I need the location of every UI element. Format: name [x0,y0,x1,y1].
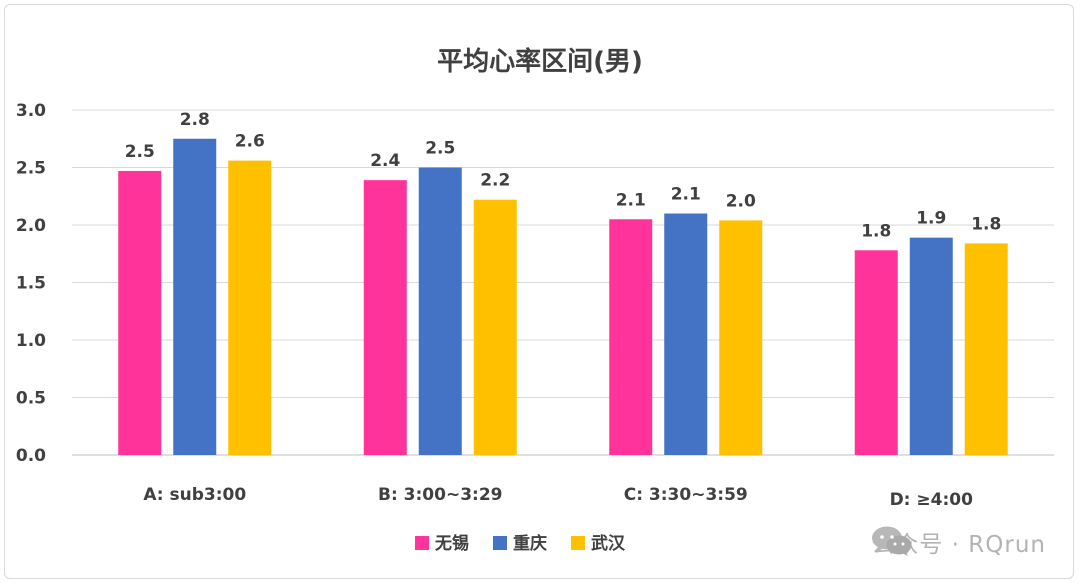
data-label: 2.1 [616,190,646,210]
data-label: 2.2 [480,171,510,191]
data-label: 2.5 [125,142,155,162]
data-label: 1.8 [971,214,1001,234]
data-label: 2.8 [180,110,210,130]
bar [664,213,708,455]
x-tick-label: A: sub3:00 [143,485,246,505]
legend-swatch [415,536,429,550]
x-tick-label: C: 3:30~3:59 [624,485,748,505]
legend-label: 武汉 [591,533,626,554]
bar [909,237,953,455]
bar [228,160,272,455]
x-tick-label: D: ≥4:00 [890,490,974,510]
chart-title: 平均心率区间(男) [437,46,643,77]
bar [609,219,653,455]
data-label: 2.5 [425,139,455,159]
bar [118,170,162,455]
wechat-icon [872,526,912,556]
y-tick-label: 2.5 [16,159,46,179]
legend-swatch [493,536,507,550]
y-tick-label: 1.5 [16,274,46,294]
bar [473,199,517,455]
bar [173,138,217,455]
data-label: 1.8 [861,221,891,241]
y-tick-label: 0.5 [16,389,46,409]
y-tick-label: 2.0 [16,216,46,236]
data-label: 2.6 [235,132,265,152]
x-tick-label: B: 3:00~3:29 [378,485,503,505]
data-label: 1.9 [916,209,946,229]
legend-label: 重庆 [513,533,547,554]
y-tick-label: 1.0 [16,331,46,351]
legend-label: 无锡 [434,533,469,554]
bar [363,180,407,455]
legend-swatch [571,536,585,550]
bar [418,167,462,455]
bar [854,250,898,455]
y-tick-label: 3.0 [16,101,46,121]
data-label: 2.1 [671,185,701,205]
bar [719,220,763,455]
watermark: 公众号 · RQrun [871,525,1046,559]
y-tick-label: 0.0 [16,446,46,466]
bar [964,243,1008,455]
data-label: 2.0 [726,191,756,211]
data-label: 2.4 [370,151,400,171]
